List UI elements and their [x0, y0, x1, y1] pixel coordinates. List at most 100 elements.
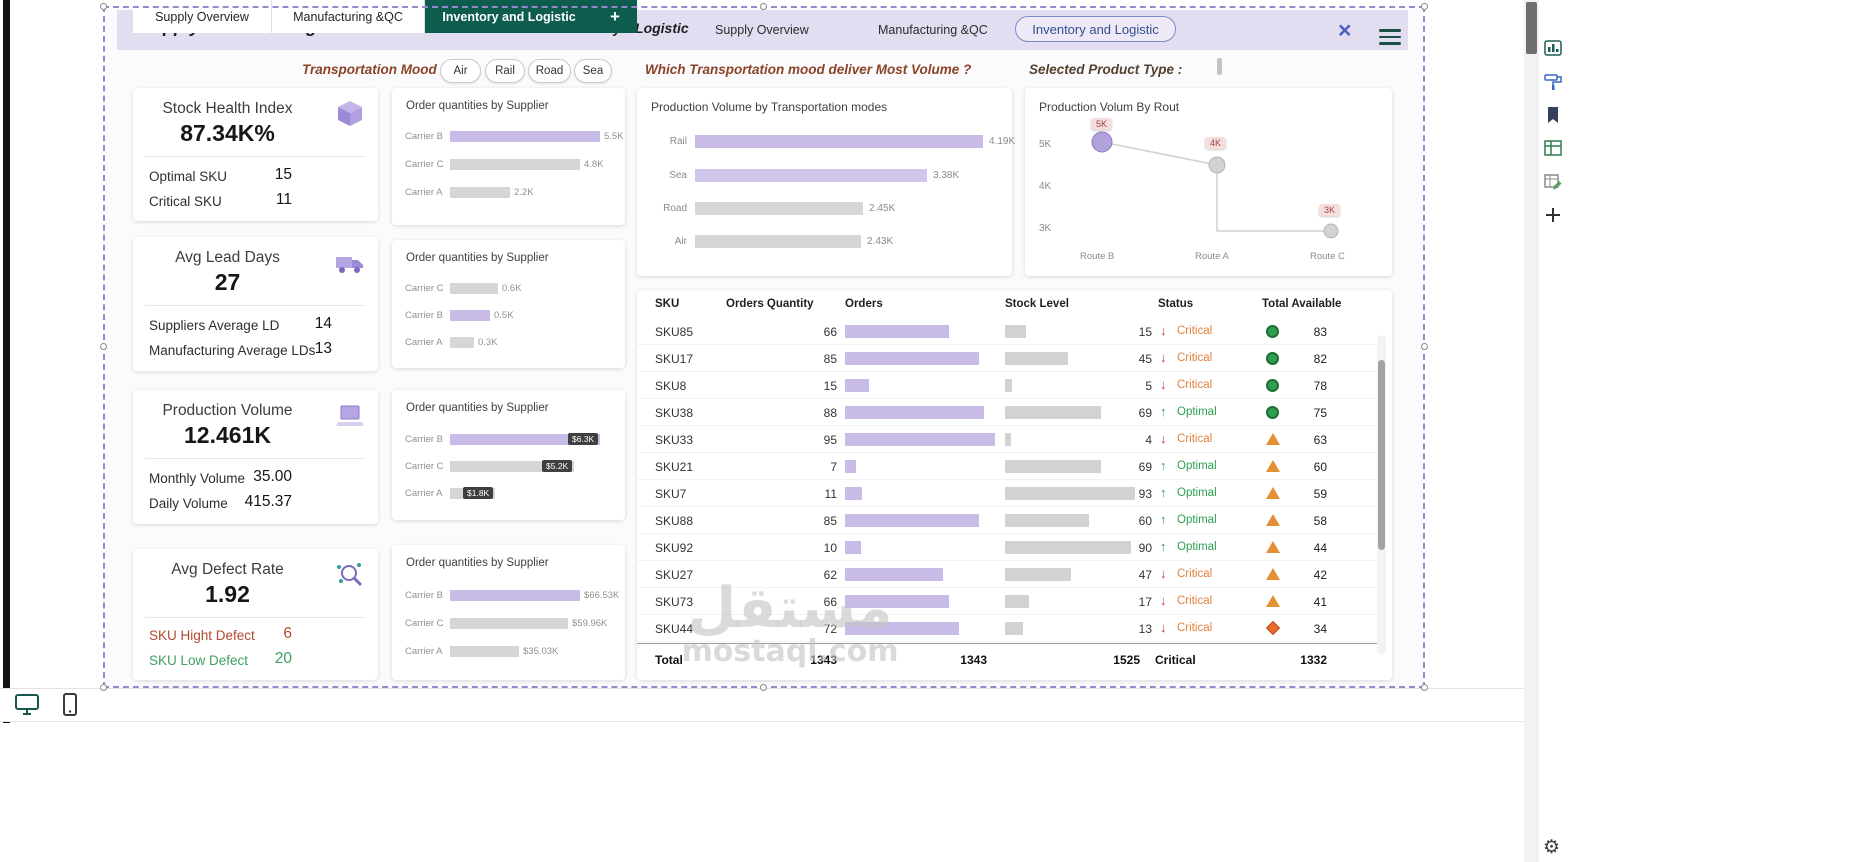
column-header-orders[interactable]: Orders	[845, 298, 883, 310]
table-row[interactable]: SKU33 95 4 Critical 63	[637, 426, 1378, 453]
orders-bar[interactable]	[845, 460, 856, 473]
bookmark-icon[interactable]	[1543, 105, 1565, 127]
table-scrollbar-thumb[interactable]	[1378, 360, 1385, 550]
transport-volume-chart[interactable]: Production Volume by Transportation mode…	[637, 88, 1015, 276]
menu-icon[interactable]	[1379, 29, 1401, 49]
table-row[interactable]: SKU7 11 93 Optimal 59	[637, 480, 1378, 507]
page-tab-manufacturing-qc[interactable]: Manufacturing &QC	[272, 0, 425, 33]
route-volume-chart[interactable]: Production Volum By Rout 5K 4K 3K 5K 4K …	[1025, 88, 1392, 276]
orders-bar[interactable]	[845, 325, 949, 338]
supplier-chart-1[interactable]: Order quantities by Supplier Carrier B 5.…	[392, 88, 625, 225]
product-type-slicer-scrollbar[interactable]	[1217, 58, 1222, 75]
orders-bar[interactable]	[845, 487, 862, 500]
orders-bar[interactable]	[845, 568, 943, 581]
stock-bar[interactable]	[1005, 352, 1068, 365]
bar[interactable]	[450, 460, 574, 472]
orders-bar[interactable]	[845, 433, 995, 446]
kpi-card-avg-defect-rate[interactable]: Avg Defect Rate 1.92 SKU Hight Defect 6 S…	[133, 549, 378, 680]
point-route-b[interactable]	[1091, 131, 1113, 153]
page-tab-inventory-logistic[interactable]: Inventory and Logistic	[425, 0, 593, 33]
stock-bar[interactable]	[1005, 487, 1135, 500]
table-edit-icon[interactable]	[1543, 172, 1565, 194]
bar[interactable]	[450, 336, 474, 348]
table-row[interactable]: SKU8 15 5 Critical 78	[637, 372, 1378, 399]
data-grid-icon[interactable]	[1543, 138, 1565, 160]
bar[interactable]	[695, 134, 983, 148]
table-row[interactable]: SKU17 85 45 Critical 82	[637, 345, 1378, 372]
table-row[interactable]: SKU21 7 69 Optimal 60	[637, 453, 1378, 480]
stock-bar[interactable]	[1005, 541, 1131, 554]
nav-supply-overview[interactable]: Supply Overview	[715, 23, 809, 37]
desktop-view-icon[interactable]	[14, 692, 40, 723]
bar[interactable]	[450, 158, 580, 170]
route-line-plot[interactable]	[1065, 128, 1375, 248]
mode-button-rail[interactable]: Rail	[485, 59, 525, 83]
close-icon[interactable]: ×	[1338, 17, 1352, 43]
column-header-status[interactable]: Status	[1158, 298, 1194, 310]
mobile-view-icon[interactable]	[60, 692, 80, 723]
settings-gear-icon[interactable]: ⚙	[1543, 837, 1561, 858]
kpi-card-production-volume[interactable]: Production Volume 12.461K Monthly Volume…	[133, 390, 378, 524]
nav-manufacturing-qc[interactable]: Manufacturing &QC	[878, 23, 988, 37]
sku-cell: SKU85	[655, 325, 694, 339]
sku-table[interactable]: SKU Orders Quantity Orders Stock Level S…	[637, 290, 1392, 680]
supplier-chart-3[interactable]: Order quantities by Supplier Carrier B $6…	[392, 390, 625, 520]
bar[interactable]	[695, 201, 863, 215]
page-tab-supply-overview[interactable]: Supply Overview	[133, 0, 272, 33]
nav-inventory-logistic[interactable]: Inventory and Logistic	[1015, 16, 1176, 42]
bar[interactable]	[450, 186, 510, 198]
bar[interactable]	[450, 130, 600, 142]
add-page-tab-button[interactable]: +	[593, 0, 637, 33]
orders-bar[interactable]	[845, 379, 869, 392]
stock-bar[interactable]	[1005, 325, 1026, 338]
bar[interactable]	[695, 168, 927, 182]
table-row[interactable]: SKU92 10 90 Optimal 44	[637, 534, 1378, 561]
table-row[interactable]: SKU85 66 15 Critical 83	[637, 318, 1378, 345]
orders-bar[interactable]	[845, 406, 984, 419]
orders-bar[interactable]	[845, 622, 959, 635]
bar[interactable]	[450, 589, 580, 601]
orders-bar[interactable]	[845, 541, 861, 554]
stock-bar[interactable]	[1005, 514, 1089, 527]
mode-button-sea[interactable]: Sea	[574, 59, 612, 83]
column-header-orders-quantity[interactable]: Orders Quantity	[726, 298, 814, 310]
stock-bar[interactable]	[1005, 595, 1029, 608]
table-row[interactable]: SKU44 72 13 Critical 34	[637, 615, 1378, 642]
point-route-a[interactable]	[1208, 156, 1226, 174]
stock-bar[interactable]	[1005, 433, 1011, 446]
bar[interactable]	[695, 234, 861, 248]
table-row[interactable]: SKU88 85 60 Optimal 58	[637, 507, 1378, 534]
orders-bar[interactable]	[845, 595, 949, 608]
bar[interactable]	[450, 282, 498, 294]
kpi-card-avg-lead-days[interactable]: Avg Lead Days 27 Suppliers Average LD 14 …	[133, 237, 378, 371]
stock-bar[interactable]	[1005, 622, 1023, 635]
format-paint-icon[interactable]	[1543, 72, 1565, 94]
supplier-chart-4[interactable]: Order quantities by Supplier Carrier B $6…	[392, 545, 625, 680]
column-header-sku[interactable]: SKU	[655, 298, 680, 310]
bar[interactable]	[450, 645, 519, 657]
orders-bar[interactable]	[845, 352, 979, 365]
column-header-stock-level[interactable]: Stock Level	[1005, 298, 1069, 310]
orders-bar[interactable]	[845, 514, 979, 527]
mode-button-air[interactable]: Air	[440, 59, 481, 83]
stock-bar[interactable]	[1005, 568, 1071, 581]
stock-bar[interactable]	[1005, 406, 1101, 419]
kpi-card-stock-health[interactable]: Stock Health Index 87.34K% Optimal SKU 15…	[133, 88, 378, 221]
bar[interactable]	[450, 309, 490, 321]
table-row[interactable]: SKU27 62 47 Critical 42	[637, 561, 1378, 588]
inspection-magnifier-icon	[334, 559, 366, 591]
table-row[interactable]: SKU73 66 17 Critical 41	[637, 588, 1378, 615]
bar[interactable]	[450, 617, 568, 629]
availability-triangle-icon	[1266, 487, 1280, 499]
column-header-total-available[interactable]: Total Available	[1262, 298, 1342, 310]
supplier-chart-2[interactable]: Order quantities by Supplier Carrier C 0.…	[392, 240, 625, 368]
report-chart-icon[interactable]	[1543, 38, 1565, 60]
table-row[interactable]: SKU38 88 69 Optimal 75	[637, 399, 1378, 426]
mode-button-road[interactable]: Road	[528, 59, 571, 83]
stock-bar[interactable]	[1005, 460, 1101, 473]
vertical-scrollbar-thumb[interactable]	[1526, 2, 1537, 54]
stock-bar[interactable]	[1005, 379, 1012, 392]
add-visual-icon[interactable]	[1543, 205, 1565, 227]
bar[interactable]	[450, 433, 600, 445]
point-route-c[interactable]	[1323, 223, 1339, 239]
